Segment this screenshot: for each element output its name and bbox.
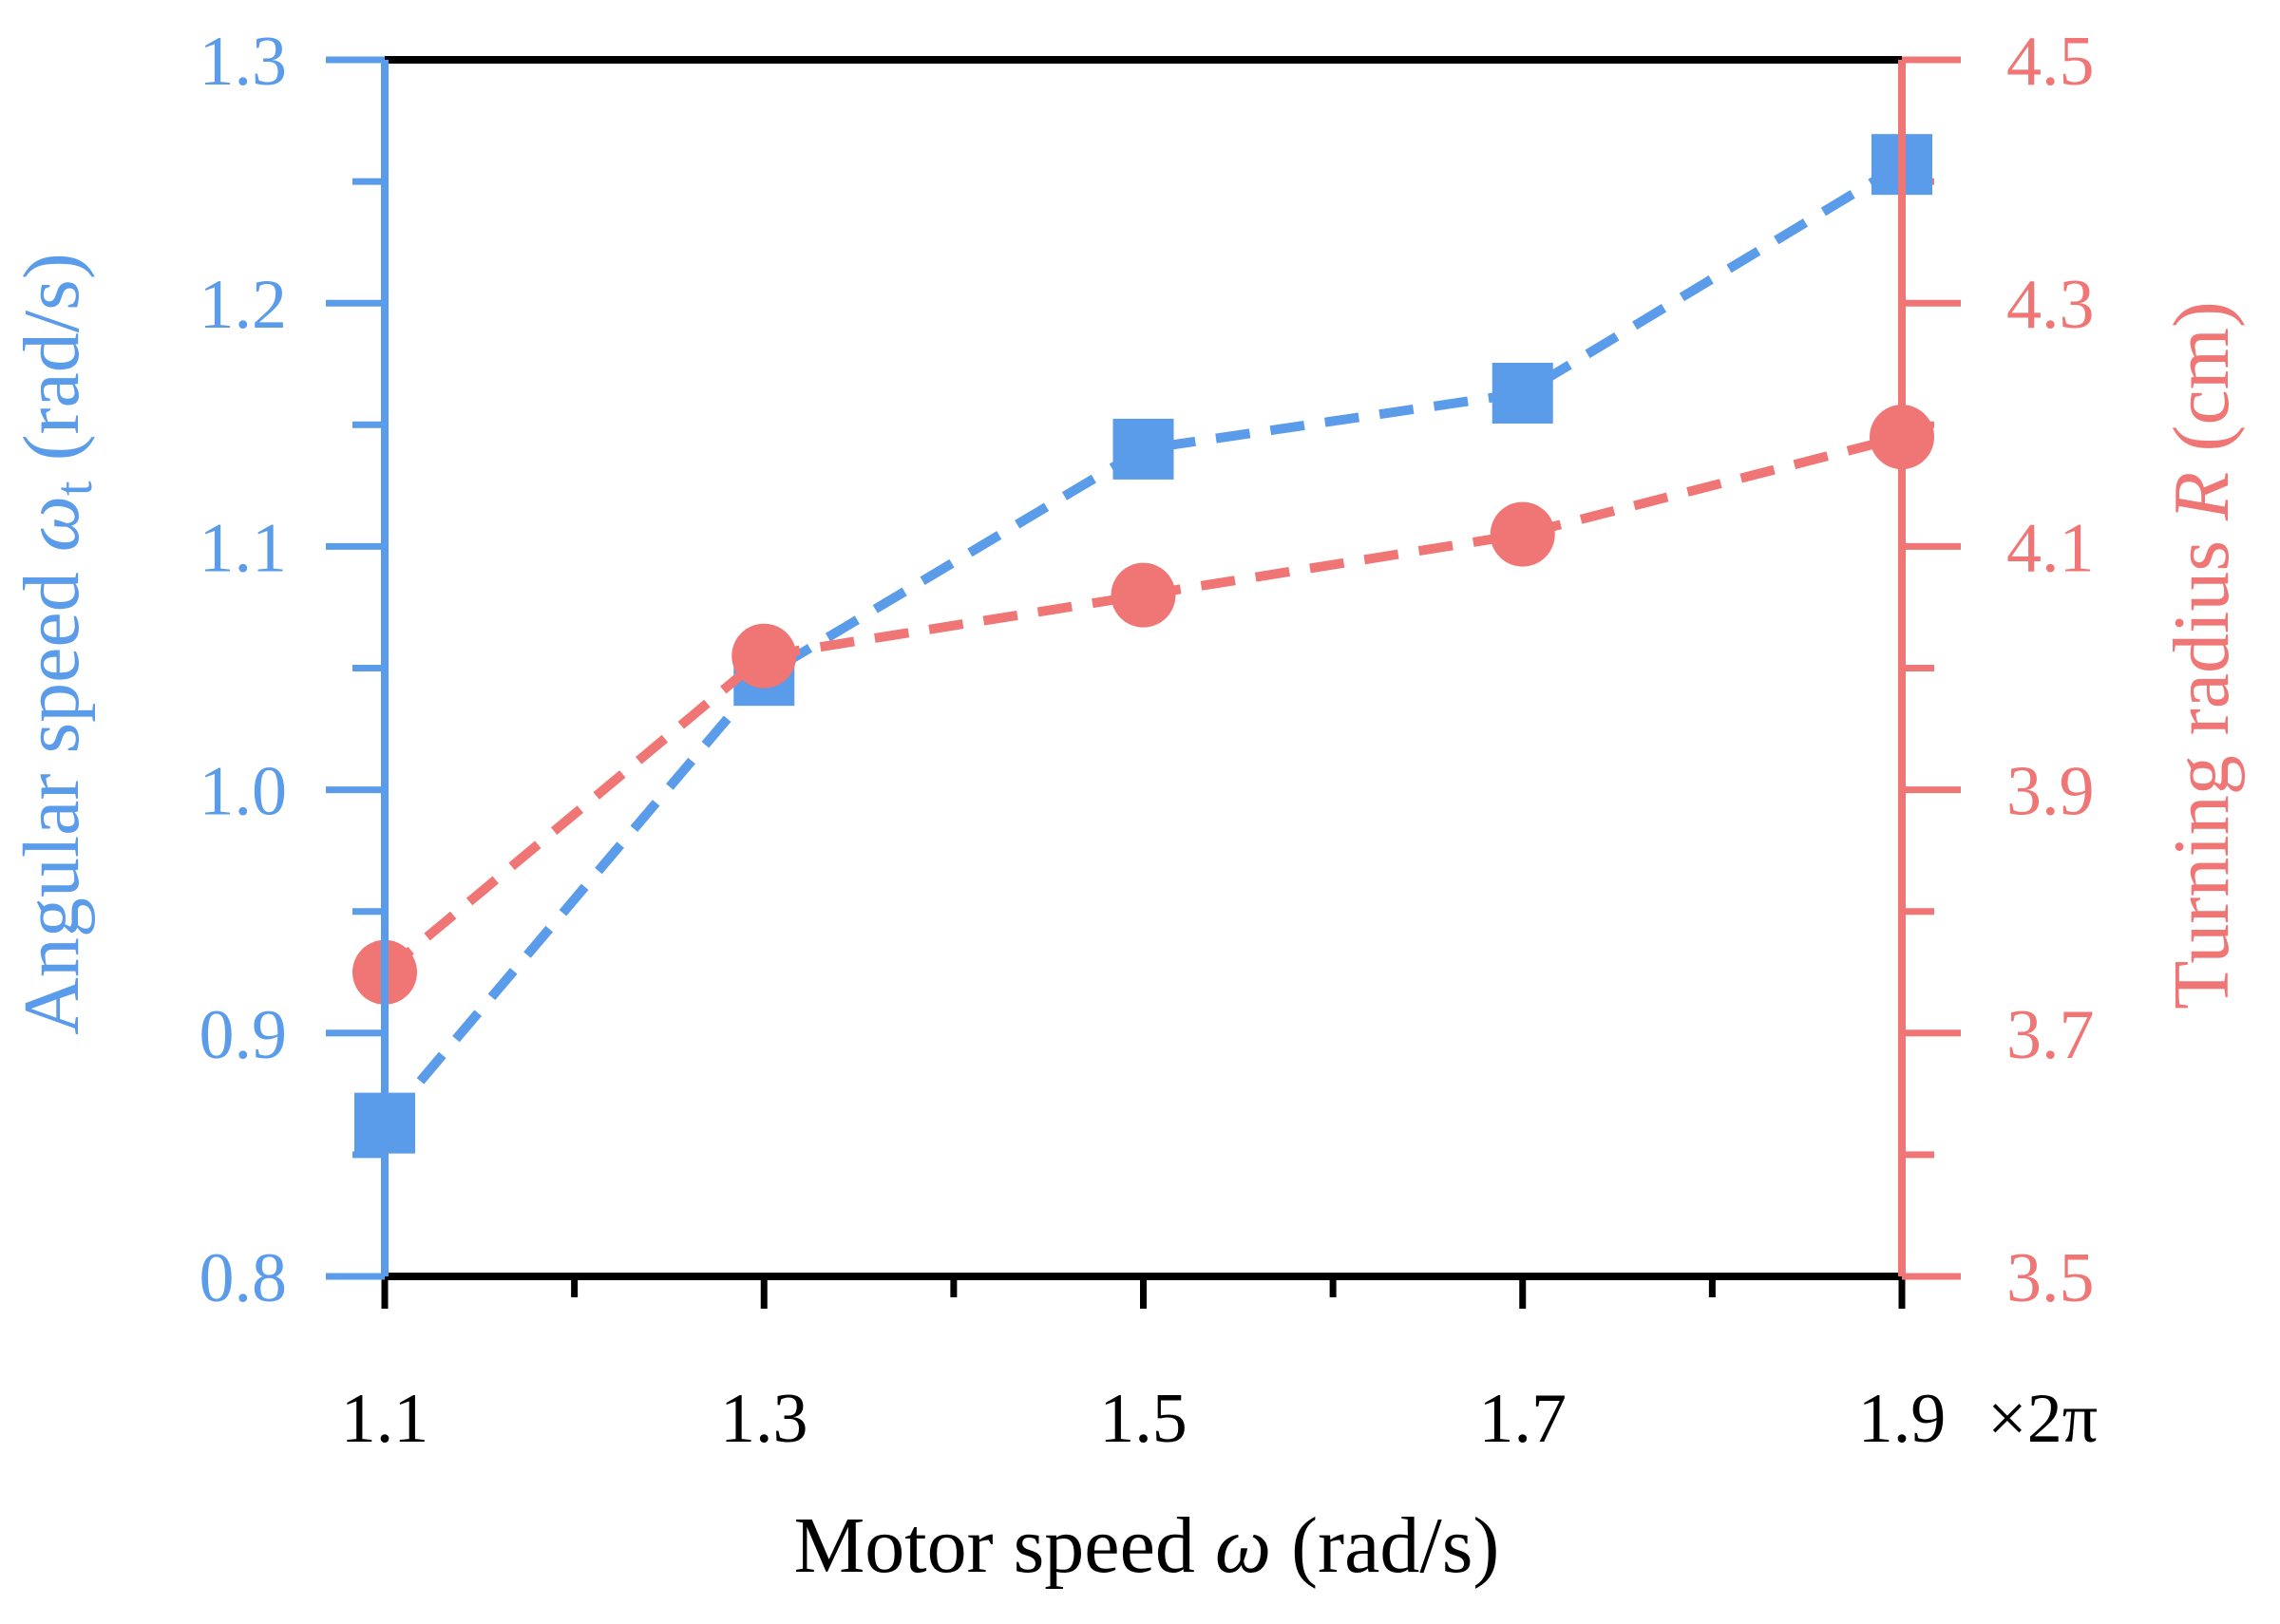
tick-labels: 1.1 1.3 1.5 1.7 1.9 0.8 0.9 1.0 1.1 1.2 1.3 3.5 3.7 3… xyxy=(200,23,2095,1458)
right-tick-label: 4.5 xyxy=(2006,23,2095,101)
right-tick-label: 3.7 xyxy=(2006,996,2095,1074)
left-tick-label: 0.8 xyxy=(200,1239,288,1317)
turning-radius-point xyxy=(1111,562,1176,628)
axis-ticks xyxy=(326,56,1961,1309)
left-y-axis-title-symbol: ω xyxy=(8,496,96,552)
left-tick-label: 0.9 xyxy=(200,996,288,1074)
x-axis-title-suffix: (rad/s) xyxy=(1271,1501,1499,1590)
x-tick-label: 1.7 xyxy=(1479,1380,1568,1458)
right-y-axis-title-symbol: R xyxy=(2157,472,2246,521)
right-tick-label: 4.3 xyxy=(2006,266,2095,344)
left-tick-label: 1.1 xyxy=(200,509,288,587)
x-axis-title-prefix: Motor speed xyxy=(794,1501,1215,1590)
x-tick-label: 1.9 xyxy=(1858,1380,1947,1458)
turning-radius-line xyxy=(381,432,1904,976)
left-tick-label: 1.0 xyxy=(200,753,288,831)
angular-speed-point xyxy=(1492,362,1553,424)
x-tick-label: 1.3 xyxy=(720,1380,808,1458)
left-y-axis-title-subscript: t xyxy=(45,481,104,496)
right-y-axis-title-suffix: (cm) xyxy=(2157,301,2246,472)
right-tick-label: 3.9 xyxy=(2006,753,2095,831)
turning-radius-point xyxy=(732,623,797,689)
left-y-axis-title: Angular speed ωt (rad/s) xyxy=(8,253,104,1035)
x-axis-multiplier: ×2π xyxy=(1987,1380,2098,1458)
x-axis-title-symbol: ω xyxy=(1215,1501,1271,1590)
turning-radius-point xyxy=(1490,501,1555,567)
left-y-axis-title-suffix: (rad/s) xyxy=(8,253,96,481)
right-tick-label: 4.1 xyxy=(2006,509,2095,587)
left-y-axis-title-prefix: Angular speed xyxy=(8,552,96,1035)
left-tick-label: 1.2 xyxy=(200,266,288,344)
right-tick-label: 3.5 xyxy=(2006,1239,2095,1317)
angular-speed-point xyxy=(1112,418,1174,480)
left-tick-label: 1.3 xyxy=(200,23,288,101)
angular-speed-line xyxy=(381,160,1905,1126)
right-y-axis-title: Turning radius R (cm) xyxy=(2157,301,2246,1010)
x-tick-label: 1.1 xyxy=(341,1380,429,1458)
x-axis-title: Motor speed ω (rad/s) xyxy=(794,1501,1500,1590)
x-tick-label: 1.5 xyxy=(1099,1380,1188,1458)
right-y-axis-title-prefix: Turning radius xyxy=(2157,520,2246,1010)
